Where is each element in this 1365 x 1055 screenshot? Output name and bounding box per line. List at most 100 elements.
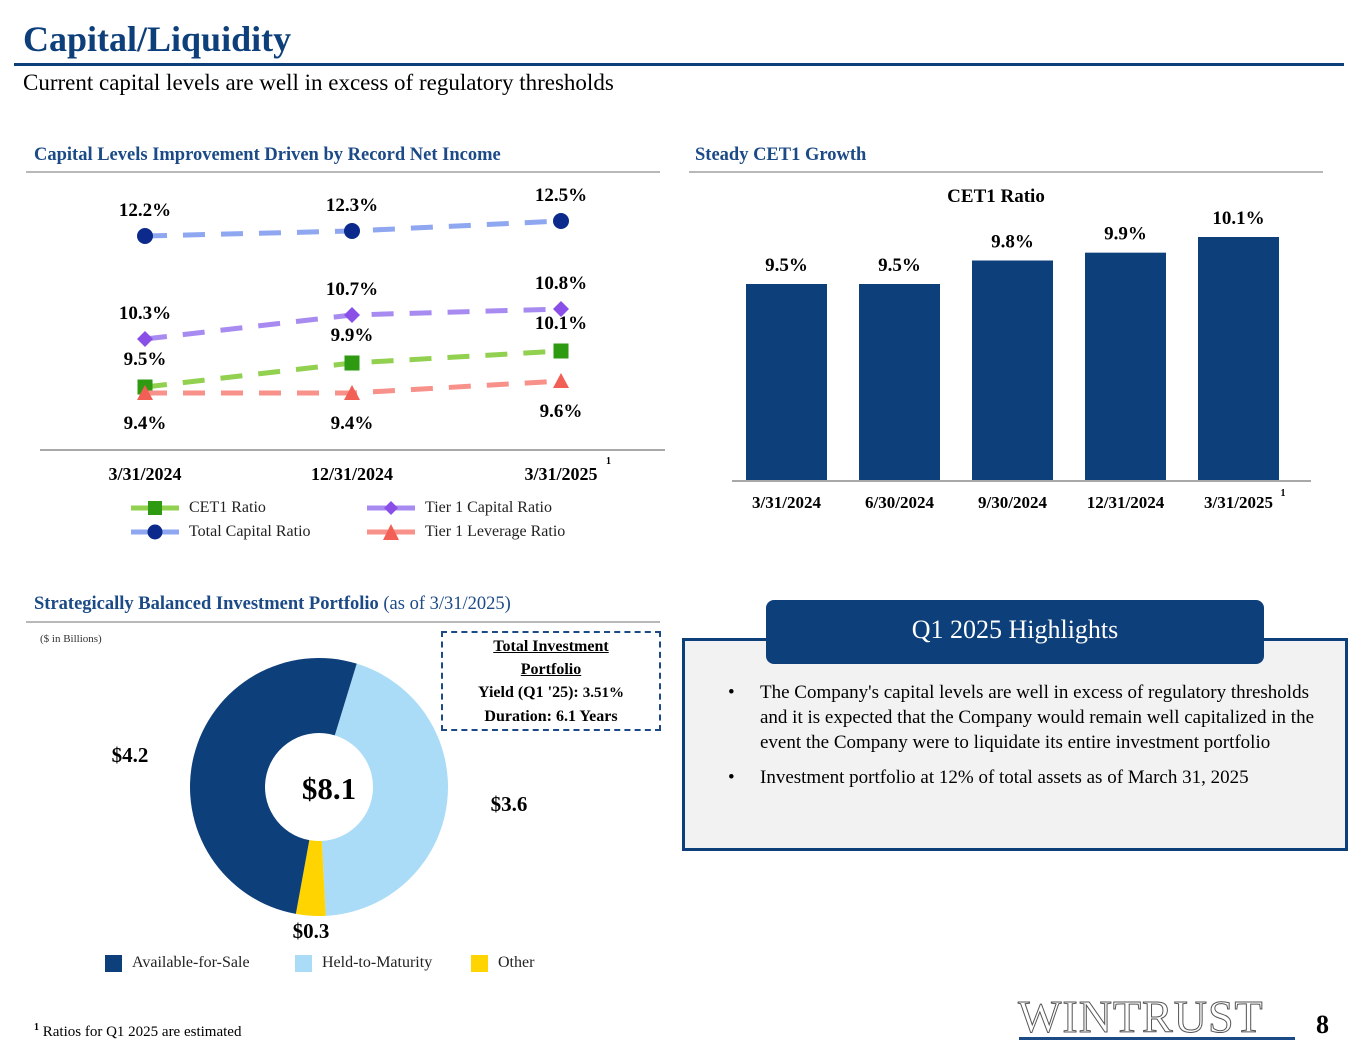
footnote-text: Ratios for Q1 2025 are estimated	[42, 1024, 242, 1040]
legend-label: CET1 Ratio	[189, 499, 266, 516]
data-label: 9.4%	[124, 413, 167, 434]
wintrust-logo: WINTRUST	[1018, 991, 1264, 1043]
yield-value: 3.51%	[582, 685, 624, 701]
donut-slice-available-for-sale	[189, 657, 357, 914]
line-chart-legend: CET1 Ratio Tier 1 Capital Ratio Total Ca…	[131, 498, 651, 542]
footnote-marker: 1	[606, 456, 611, 467]
square-marker-icon	[131, 501, 179, 515]
legend-item-other: Other	[471, 954, 534, 972]
data-point-diamond	[553, 301, 569, 317]
yield-label: Yield (Q1 '25):	[478, 684, 579, 701]
portfolio-title-bold: Strategically Balanced Investment Portfo…	[34, 594, 379, 614]
section-divider	[26, 171, 660, 173]
bullet-icon: •	[728, 682, 735, 703]
x-tick-label: 3/31/2025	[1204, 493, 1273, 512]
bar-value-label: 10.1%	[1212, 208, 1264, 229]
highlights-title: Q1 2025 Highlights	[766, 600, 1264, 664]
highlight-text: Investment portfolio at 12% of total ass…	[760, 767, 1249, 788]
bar-value-label: 9.9%	[1104, 224, 1147, 245]
data-point-triangle	[344, 385, 360, 400]
data-point-circle	[137, 228, 153, 244]
x-tick-label: 12/31/2024	[1087, 493, 1165, 512]
legend-item-cet1: CET1 Ratio	[131, 498, 367, 518]
data-label: 10.1%	[535, 313, 587, 334]
bar	[746, 284, 827, 480]
data-point-triangle	[137, 385, 153, 400]
portfolio-donut-chart: $8.1 $4.2 $3.6 $0.3	[112, 657, 528, 943]
data-label: 10.3%	[119, 303, 171, 324]
highlights-list: • The Company's capital levels are well …	[728, 680, 1328, 800]
footnote-marker: 1	[34, 1022, 39, 1033]
data-point-circle	[553, 213, 569, 229]
bar	[859, 284, 940, 480]
slice-label-other: $0.3	[293, 919, 330, 943]
portfolio-box-title-1: Total Investment	[493, 638, 609, 655]
page-title: Capital/Liquidity	[23, 19, 292, 59]
capital-ratios-line-chart: 9.5% 9.9% 10.1% 10.3% 10.7% 10.8% 12.2% 12.3% 12…	[40, 185, 665, 484]
section-title-cet1-growth: Steady CET1 Growth	[695, 145, 867, 165]
data-label: 9.9%	[331, 325, 374, 346]
x-tick-label: 9/30/2024	[978, 493, 1047, 512]
x-tick-label: 6/30/2024	[865, 493, 934, 512]
bar-value-label: 9.5%	[878, 255, 921, 276]
donut-legend: Available-for-Sale Held-to-Maturity Othe…	[105, 954, 534, 972]
portfolio-yield: Yield (Q1 '25): 3.51%	[443, 681, 659, 705]
highlight-item: • Investment portfolio at 12% of total a…	[728, 765, 1328, 790]
data-label: 9.6%	[540, 401, 583, 422]
data-label: 9.4%	[331, 413, 374, 434]
legend-item-leverage: Tier 1 Leverage Ratio	[367, 522, 627, 542]
legend-item-tier1: Tier 1 Capital Ratio	[367, 498, 627, 518]
highlight-text: The Company's capital levels are well in…	[760, 682, 1314, 753]
htm-swatch-icon	[295, 954, 312, 972]
donut-slice-other	[295, 840, 326, 916]
other-swatch-icon	[471, 954, 488, 972]
page-subtitle: Current capital levels are well in exces…	[23, 70, 614, 95]
portfolio-summary-box: Total Investment Portfolio Yield (Q1 '25…	[441, 631, 661, 731]
legend-label: Total Capital Ratio	[189, 523, 311, 540]
data-point-square	[553, 343, 569, 359]
footnote: 1 Ratios for Q1 2025 are estimated	[34, 1022, 241, 1041]
data-label: 12.3%	[326, 195, 378, 216]
section-title-capital-levels: Capital Levels Improvement Driven by Rec…	[34, 145, 501, 165]
bar-value-label: 9.8%	[991, 232, 1034, 253]
portfolio-duration: Duration: 6.1 Years	[484, 708, 618, 725]
highlight-item: • The Company's capital levels are well …	[728, 680, 1328, 755]
data-point-diamond	[137, 331, 153, 347]
triangle-marker-icon	[367, 524, 415, 540]
data-point-square	[344, 355, 360, 371]
legend-item-afs: Available-for-Sale	[105, 954, 295, 972]
data-point-circle	[344, 223, 360, 239]
section-divider	[689, 171, 1323, 173]
units-note: ($ in Billions)	[40, 633, 102, 645]
bar-value-label: 9.5%	[765, 255, 808, 276]
bar	[1085, 252, 1166, 480]
logo-underline	[1019, 1037, 1295, 1040]
section-title-portfolio: Strategically Balanced Investment Portfo…	[34, 594, 511, 615]
footnote-marker: 1	[1281, 488, 1286, 499]
legend-label: Tier 1 Capital Ratio	[425, 499, 552, 516]
data-label: 12.2%	[119, 200, 171, 221]
slice-label-afs: $4.2	[112, 743, 149, 767]
legend-label: Other	[498, 954, 535, 971]
bullet-icon: •	[728, 767, 735, 788]
portfolio-title-date: (as of 3/31/2025)	[383, 594, 511, 614]
donut-total-label: $8.1	[302, 771, 356, 806]
circle-marker-icon	[131, 524, 179, 540]
x-tick-label: 12/31/2024	[311, 464, 393, 484]
legend-label: Tier 1 Leverage Ratio	[425, 523, 566, 540]
legend-item-htm: Held-to-Maturity	[295, 954, 471, 972]
data-label: 9.5%	[124, 349, 167, 370]
bar	[972, 260, 1053, 480]
bar	[1198, 237, 1279, 480]
diamond-marker-icon	[367, 501, 415, 515]
slice-label-htm: $3.6	[491, 792, 528, 816]
x-tick-label: 3/31/2024	[108, 464, 181, 484]
data-label: 10.7%	[326, 279, 378, 300]
x-tick-label: 3/31/2024	[752, 493, 821, 512]
data-point-diamond	[344, 307, 360, 323]
data-label: 10.8%	[535, 273, 587, 294]
donut-slice-held-to-maturity	[321, 663, 449, 916]
legend-label: Available-for-Sale	[132, 954, 250, 971]
section-divider	[26, 621, 660, 623]
data-label: 12.5%	[535, 185, 587, 206]
